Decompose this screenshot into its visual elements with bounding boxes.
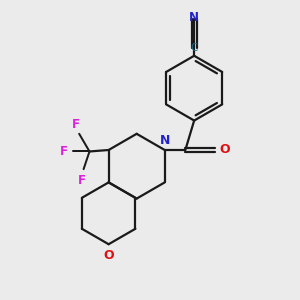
Text: O: O: [103, 249, 114, 262]
Text: O: O: [219, 143, 230, 157]
Text: F: F: [72, 118, 80, 131]
Text: F: F: [78, 174, 86, 187]
Text: N: N: [160, 134, 170, 147]
Text: F: F: [59, 145, 68, 158]
Text: N: N: [189, 11, 199, 24]
Text: C: C: [190, 44, 198, 53]
